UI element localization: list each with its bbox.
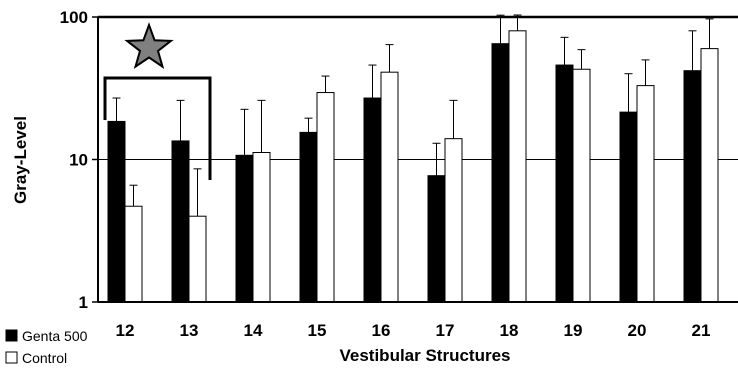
significance-bracket bbox=[103, 76, 212, 180]
x-tick-label-15: 15 bbox=[308, 321, 327, 340]
x-tick-label-21: 21 bbox=[692, 321, 711, 340]
bar-genta-21 bbox=[683, 70, 702, 303]
bar-control-21 bbox=[700, 48, 719, 303]
bar-genta-17 bbox=[427, 175, 446, 303]
bar-genta-12 bbox=[107, 120, 126, 303]
x-tick-label-13: 13 bbox=[180, 321, 199, 340]
labels-layer: 1 10 100 12 13 14 15 16 17 18 19 20 21 bbox=[60, 8, 711, 340]
bar-control-17 bbox=[444, 138, 463, 303]
legend: Genta 500 Control bbox=[5, 328, 88, 366]
x-tick-label-20: 20 bbox=[628, 321, 647, 340]
bar-genta-18 bbox=[491, 43, 510, 303]
y-tick-label-100: 100 bbox=[60, 8, 88, 27]
bar-control-19 bbox=[572, 68, 591, 303]
legend-label-genta: Genta 500 bbox=[22, 328, 88, 344]
bar-control-18 bbox=[508, 30, 527, 303]
axes-layer bbox=[92, 16, 738, 303]
significance-star bbox=[124, 22, 174, 69]
x-tick-label-19: 19 bbox=[564, 321, 583, 340]
legend-swatch-control bbox=[5, 351, 18, 364]
y-axis-title: Gray-Level bbox=[11, 116, 30, 204]
bar-control-13 bbox=[188, 215, 207, 303]
y-tick-label-1: 1 bbox=[79, 293, 88, 312]
annotation-layer bbox=[103, 22, 212, 180]
bar-control-15 bbox=[316, 92, 335, 303]
bar-genta-19 bbox=[555, 64, 574, 303]
bar-control-20 bbox=[636, 85, 655, 303]
x-tick-label-18: 18 bbox=[500, 321, 519, 340]
bar-genta-16 bbox=[363, 97, 382, 303]
x-axis-title: Vestibular Structures bbox=[339, 346, 510, 365]
legend-swatch-genta bbox=[5, 329, 18, 342]
bar-genta-20 bbox=[619, 111, 638, 303]
x-tick-label-14: 14 bbox=[244, 321, 263, 340]
bar-control-12 bbox=[124, 205, 143, 303]
bar-genta-15 bbox=[299, 131, 318, 303]
x-tick-label-12: 12 bbox=[116, 321, 135, 340]
bars-layer bbox=[107, 14, 719, 303]
y-tick-label-10: 10 bbox=[69, 151, 88, 170]
bar-control-16 bbox=[380, 71, 399, 303]
x-tick-label-17: 17 bbox=[436, 321, 455, 340]
bar-genta-13 bbox=[171, 140, 190, 303]
legend-label-control: Control bbox=[22, 350, 67, 366]
bar-control-14 bbox=[252, 151, 271, 303]
x-tick-label-16: 16 bbox=[372, 321, 391, 340]
bar-genta-14 bbox=[235, 154, 254, 303]
